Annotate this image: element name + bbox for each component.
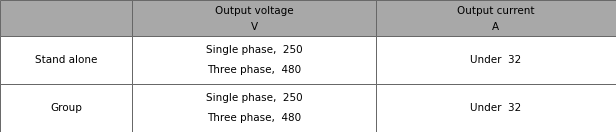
Bar xyxy=(132,36,376,84)
Text: Output current: Output current xyxy=(457,6,535,16)
Text: Under  32: Under 32 xyxy=(470,55,522,65)
Text: Group: Group xyxy=(51,103,82,113)
Bar xyxy=(0,36,132,84)
Text: Three phase,  480: Three phase, 480 xyxy=(207,113,301,123)
Bar xyxy=(376,36,616,84)
Text: Under  32: Under 32 xyxy=(470,103,522,113)
Bar xyxy=(376,84,616,132)
Bar xyxy=(132,84,376,132)
Text: Output voltage: Output voltage xyxy=(215,6,293,16)
Bar xyxy=(376,0,616,36)
Bar xyxy=(0,0,132,36)
Text: V: V xyxy=(251,22,257,32)
Text: Single phase,  250: Single phase, 250 xyxy=(206,93,302,103)
Text: Stand alone: Stand alone xyxy=(35,55,97,65)
Bar xyxy=(0,84,132,132)
Bar xyxy=(132,0,376,36)
Text: A: A xyxy=(492,22,500,32)
Text: Three phase,  480: Three phase, 480 xyxy=(207,65,301,75)
Text: Single phase,  250: Single phase, 250 xyxy=(206,45,302,55)
